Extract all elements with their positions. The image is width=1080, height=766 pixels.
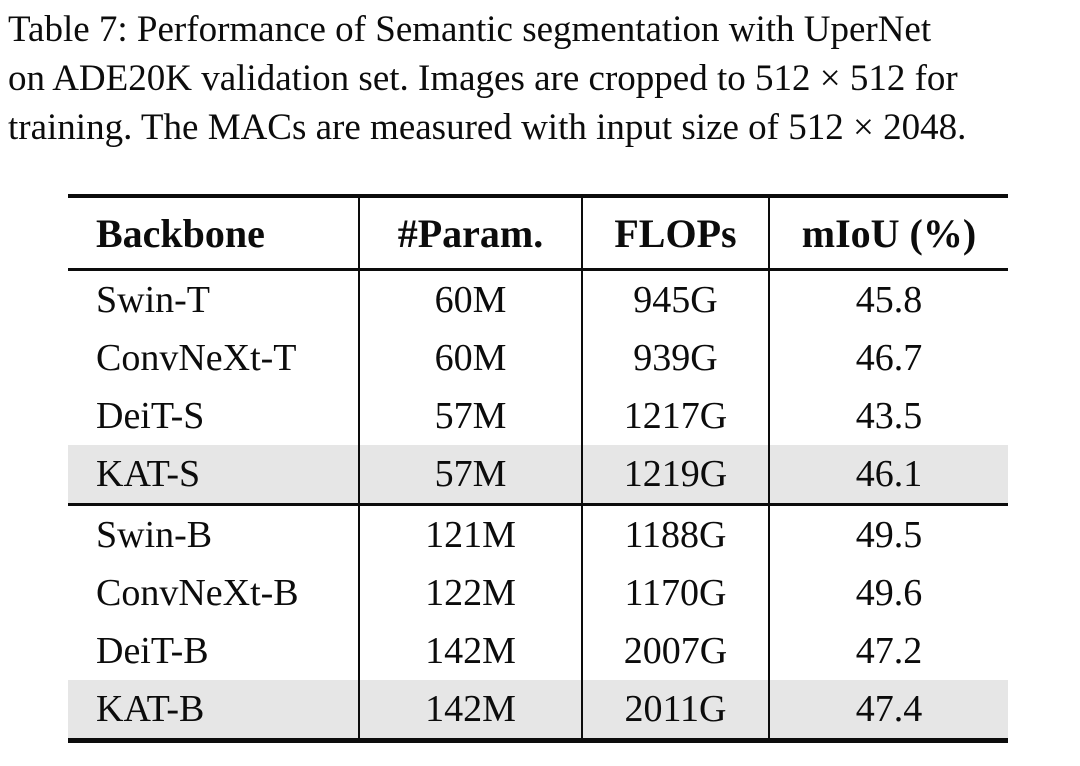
cell-miou: 47.4 [855,688,923,730]
caption-line-2: on ADE20K validation set. Images are cro… [8,58,958,99]
cell-backbone: DeiT-S [68,387,360,445]
cell-miou: 46.7 [855,337,923,379]
cell-params: 57M [360,387,583,445]
table-row: DeiT-B 142M 2007G 47.2 [68,622,1008,680]
table-group-rule [68,503,1008,506]
header-flops: FLOPs [583,198,770,268]
table-header-rule [68,268,1008,271]
caption-line-3: training. The MACs are measured with inp… [8,107,967,148]
cell-params: 57M [360,445,583,503]
cell-backbone: DeiT-B [68,622,360,680]
results-table: Backbone #Param. FLOPs mIoU (%) Swin-T 6… [68,194,1008,743]
cell-backbone: ConvNeXt-B [68,564,360,622]
cell-backbone: ConvNeXt-T [68,329,360,387]
cell-miou: 47.2 [855,630,923,672]
cell-miou: 43.5 [855,395,923,437]
table-top-rule [68,194,1008,198]
caption-line-1: Table 7: Performance of Semantic segment… [8,9,932,50]
table-header-row: Backbone #Param. FLOPs mIoU (%) [68,198,1008,268]
cell-flops: 1188G [583,506,770,564]
table-row: Swin-B 121M 1188G 49.5 [68,506,1008,564]
cell-backbone: Swin-B [68,506,360,564]
cell-miou: 49.6 [855,572,923,614]
cell-miou: 45.8 [855,279,923,321]
cell-flops: 939G [583,329,770,387]
cell-params: 121M [360,506,583,564]
table-row-highlighted: KAT-S 57M 1219G 46.1 [68,445,1008,503]
table-row: Swin-T 60M 945G 45.8 [68,271,1008,329]
cell-params: 142M [360,680,583,738]
header-params: #Param. [360,198,583,268]
cell-flops: 1217G [583,387,770,445]
cell-params: 60M [360,271,583,329]
cell-params: 142M [360,622,583,680]
table-row-highlighted: KAT-B 142M 2011G 47.4 [68,680,1008,738]
cell-flops: 1170G [583,564,770,622]
cell-backbone: Swin-T [68,271,360,329]
cell-miou: 49.5 [855,514,923,556]
table-row: ConvNeXt-T 60M 939G 46.7 [68,329,1008,387]
cell-flops: 1219G [583,445,770,503]
table-caption: Table 7: Performance of Semantic segment… [0,0,1080,152]
cell-params: 60M [360,329,583,387]
cell-flops: 2011G [583,680,770,738]
cell-miou: 46.1 [855,453,923,495]
cell-params: 122M [360,564,583,622]
cell-backbone: KAT-B [68,680,360,738]
cell-flops: 945G [583,271,770,329]
table-row: DeiT-S 57M 1217G 43.5 [68,387,1008,445]
header-miou: mIoU (%) [801,210,977,256]
header-backbone: Backbone [68,198,360,268]
table-row: ConvNeXt-B 122M 1170G 49.6 [68,564,1008,622]
cell-backbone: KAT-S [68,445,360,503]
table-bottom-rule [68,738,1008,743]
cell-flops: 2007G [583,622,770,680]
